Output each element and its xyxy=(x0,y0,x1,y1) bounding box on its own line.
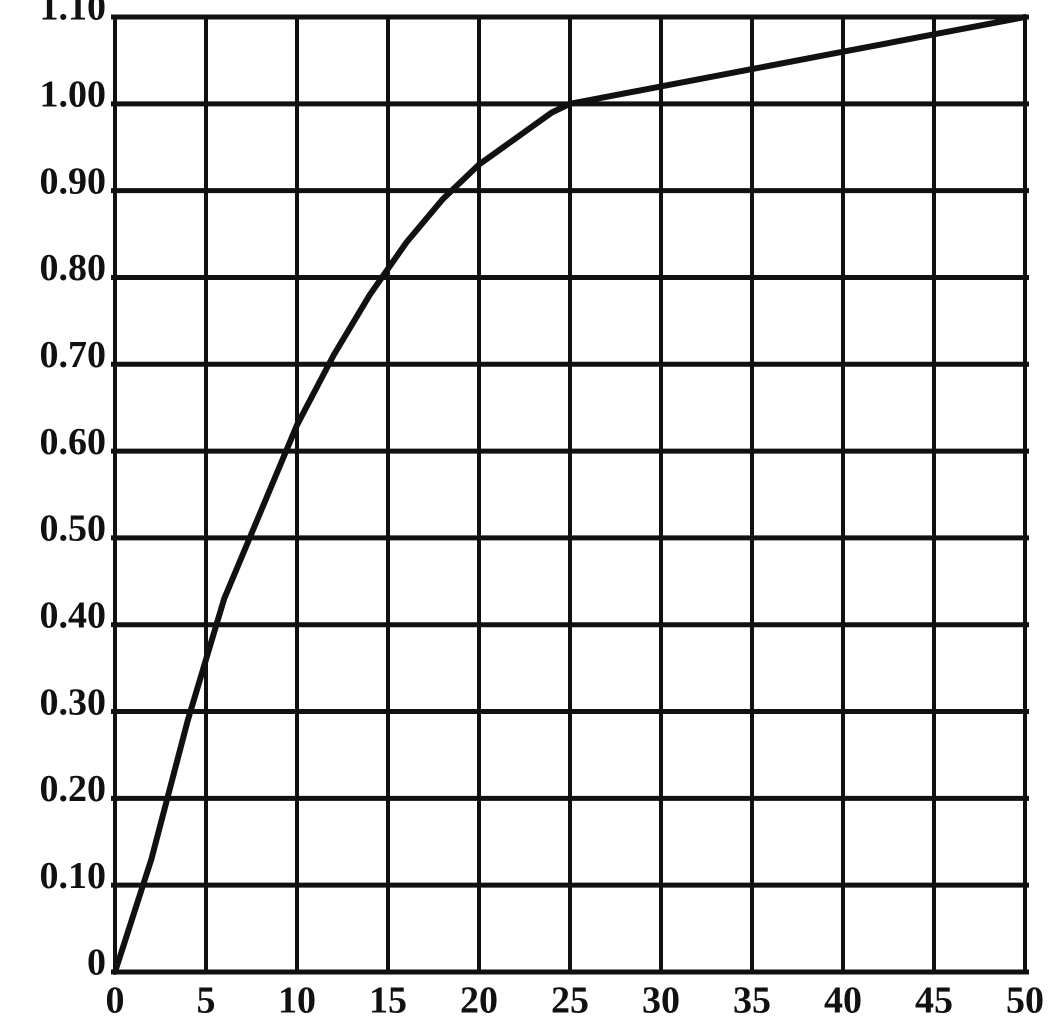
x-tick-label: 5 xyxy=(197,980,216,1022)
y-tick-label: 1.10 xyxy=(40,0,107,29)
x-tick-label: 15 xyxy=(369,980,407,1022)
x-tick-label: 25 xyxy=(551,980,589,1022)
y-tick-label: 0.60 xyxy=(40,421,107,463)
data-line xyxy=(112,14,1028,975)
y-tick-label: 0.70 xyxy=(40,334,107,376)
y-tick-label: 0 xyxy=(87,942,106,984)
y-tick-label: 0.30 xyxy=(40,681,107,723)
y-tick-label: 0.90 xyxy=(40,160,107,202)
x-tick-label: 10 xyxy=(278,980,316,1022)
x-tick-label: 50 xyxy=(1006,980,1044,1022)
x-tick-label: 40 xyxy=(824,980,862,1022)
y-tick-label: 0.10 xyxy=(40,855,107,897)
y-tick-label: 1.00 xyxy=(40,74,107,116)
x-tick-label: 45 xyxy=(915,980,953,1022)
x-tick-label: 30 xyxy=(642,980,680,1022)
y-tick-label: 0.50 xyxy=(40,508,107,550)
x-tick-label: 0 xyxy=(106,980,125,1022)
x-tick-label: 35 xyxy=(733,980,771,1022)
y-tick-label: 0.20 xyxy=(40,768,107,810)
y-tick-label: 0.40 xyxy=(40,594,107,636)
y-tick-label: 0.80 xyxy=(40,247,107,289)
x-tick-label: 20 xyxy=(460,980,498,1022)
